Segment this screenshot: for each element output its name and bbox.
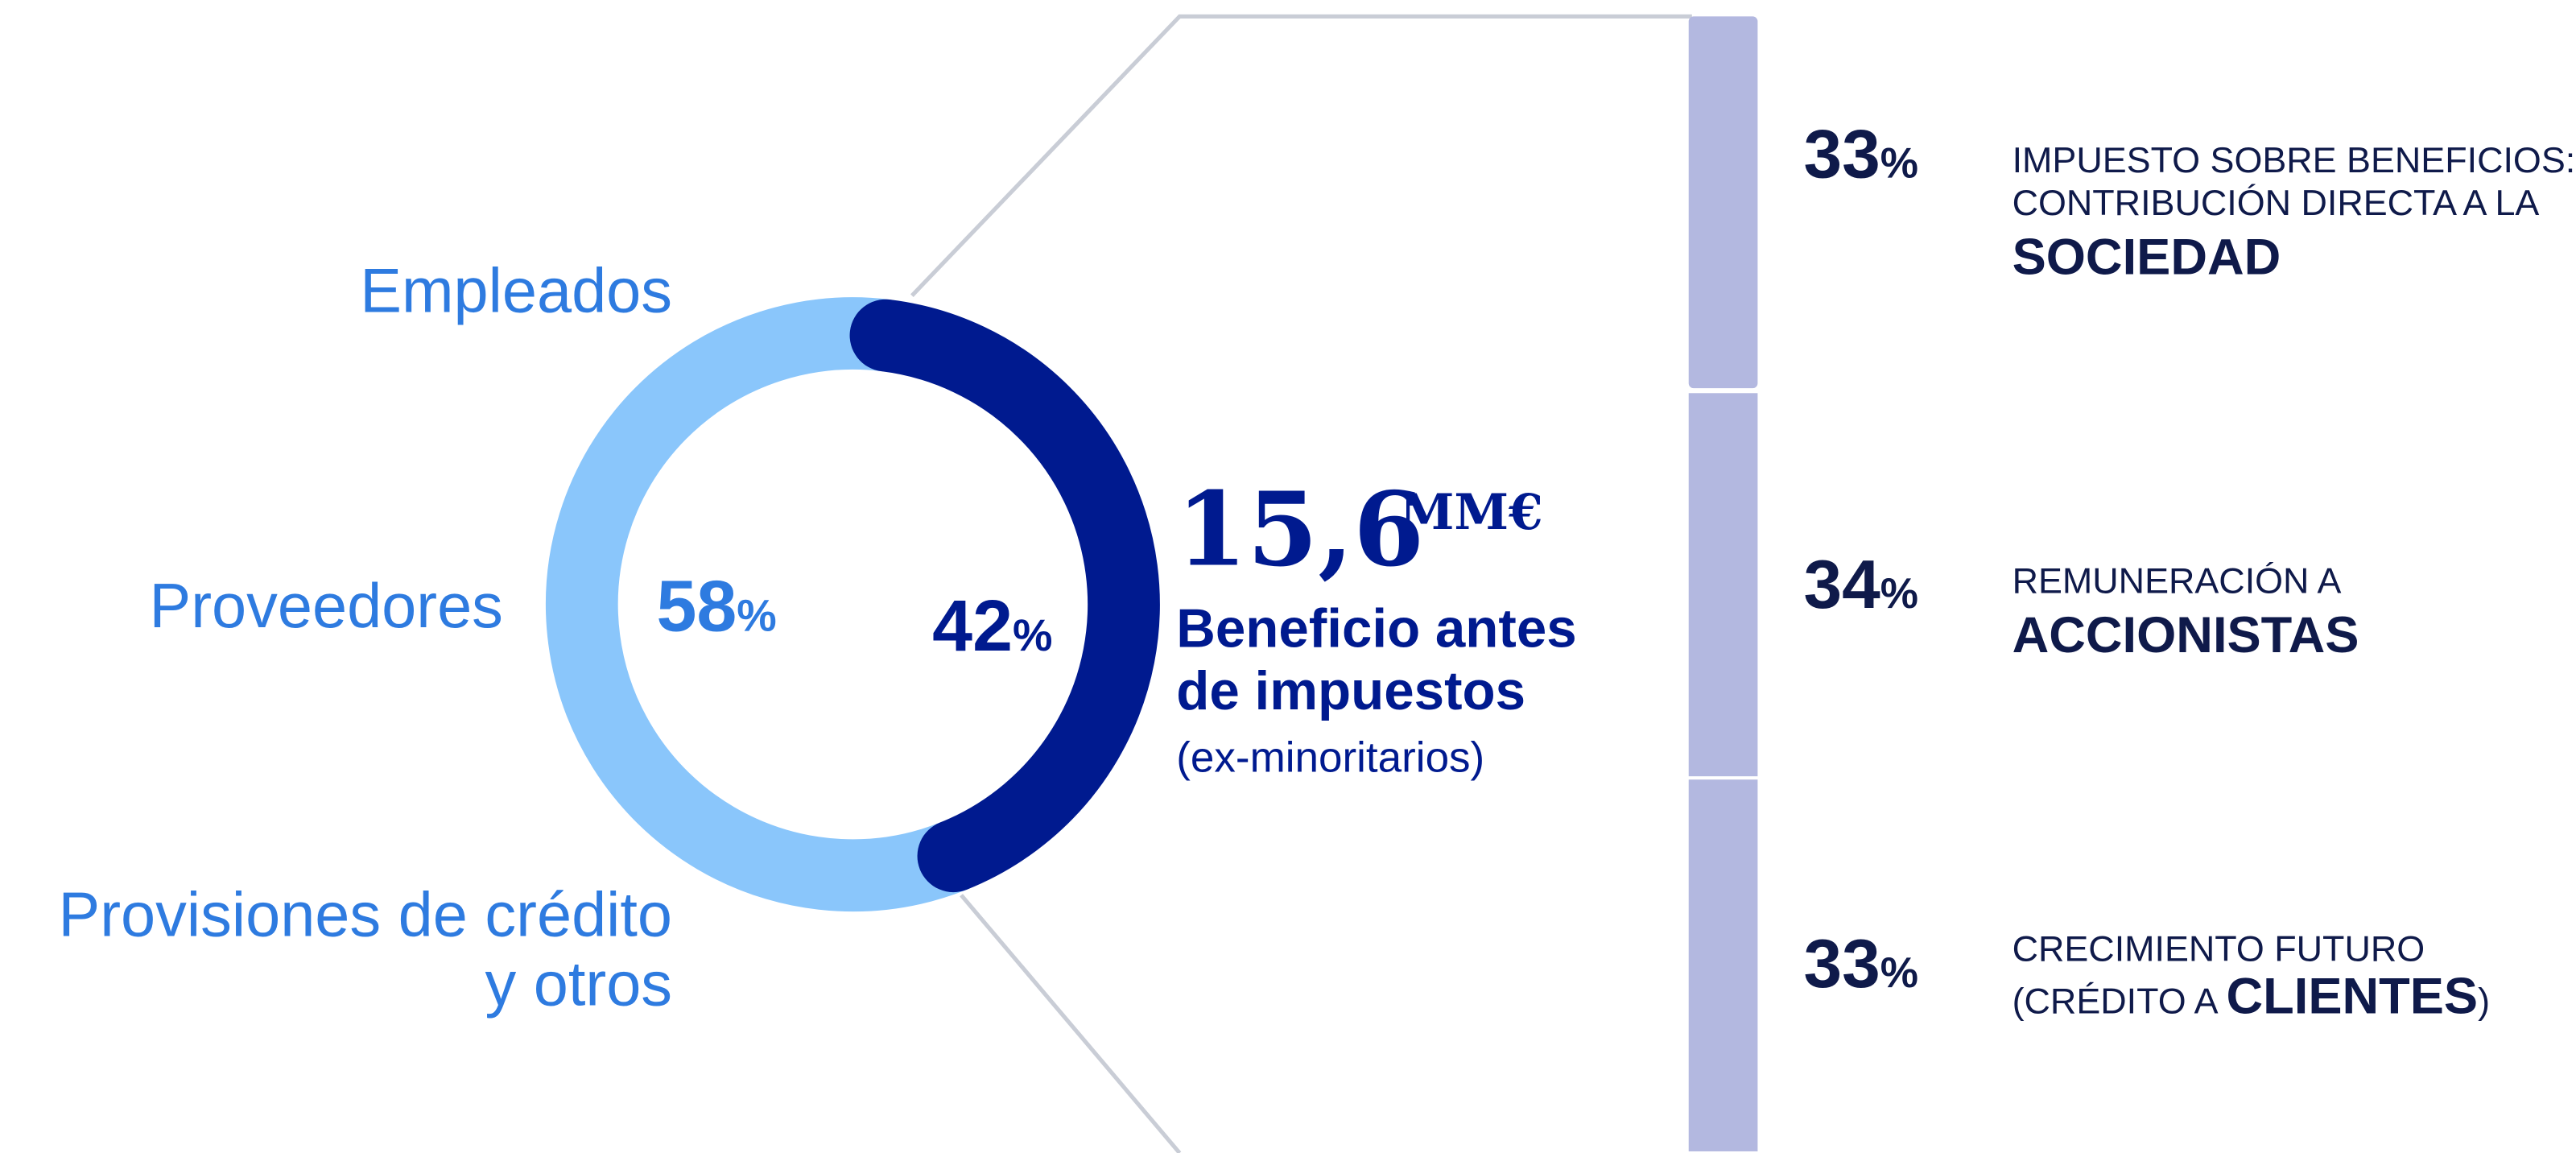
bar-segment — [1688, 779, 1758, 1151]
segment-label-strong: SOCIEDAD — [2013, 229, 2281, 286]
value-unit: % — [1013, 610, 1052, 660]
total-caption: Beneficio antes — [1176, 599, 1576, 659]
segment-label-part: ) — [2478, 981, 2490, 1022]
category-label: Proveedores — [150, 572, 503, 641]
value-number: 58 — [656, 566, 737, 647]
bar-segment — [1688, 16, 1758, 389]
category-label: Provisiones de crédito — [59, 881, 672, 950]
total-amount: 15,6 — [1176, 469, 1424, 589]
category-label: Empleados — [360, 257, 672, 326]
segment-label: CRECIMIENTO FUTURO — [2013, 928, 2425, 969]
segment-label-strong: CLIENTES — [2226, 969, 2478, 1025]
segment-label: IMPUESTO SOBRE BENEFICIOS: — [2013, 139, 2576, 180]
value-unit: % — [1880, 949, 1918, 997]
connector — [910, 14, 1692, 297]
segment-label: (CRÉDITO A CLIENTES) — [2013, 969, 2490, 1025]
segment-label-strong: ACCIONISTAS — [2013, 607, 2359, 663]
value-label: 34% — [1804, 546, 1919, 623]
connector — [960, 894, 1182, 1153]
segment-label-part: CONTRIBUCIÓN DIRECTA A LA — [2013, 182, 2540, 223]
segment-label-part: (CRÉDITO A — [2013, 981, 2227, 1022]
value-label: 33% — [1804, 115, 1919, 192]
total-unit: MM€ — [1400, 484, 1543, 541]
segment-label-part: CRECIMIENTO FUTURO — [2013, 928, 2425, 969]
value-number: 33 — [1804, 925, 1880, 1002]
value-unit: % — [737, 590, 776, 640]
segment-label: SOCIEDAD — [2013, 229, 2281, 286]
total-caption: de impuestos — [1176, 661, 1525, 721]
value-number: 33 — [1804, 115, 1880, 192]
value-label: 33% — [1804, 925, 1919, 1002]
value-number: 42 — [932, 586, 1013, 667]
value-label: 58% — [656, 566, 776, 647]
bar-segment — [1688, 393, 1758, 777]
value-number: 34 — [1804, 546, 1881, 623]
segment-label-part: REMUNERACIÓN A — [2013, 560, 2342, 601]
value-unit: % — [1880, 570, 1918, 618]
category-label: y otros — [485, 949, 672, 1019]
value-label: 42% — [932, 586, 1052, 667]
value-unit: % — [1880, 139, 1918, 187]
segment-label: REMUNERACIÓN A — [2013, 560, 2342, 601]
total-note: (ex-minoritarios) — [1176, 734, 1484, 782]
segment-label: ACCIONISTAS — [2013, 607, 2359, 663]
donut-segment — [546, 297, 990, 912]
segment-label: CONTRIBUCIÓN DIRECTA A LA — [2013, 182, 2540, 223]
segment-label-part: IMPUESTO SOBRE BENEFICIOS: — [2013, 139, 2576, 180]
donut-segment — [849, 299, 1160, 893]
